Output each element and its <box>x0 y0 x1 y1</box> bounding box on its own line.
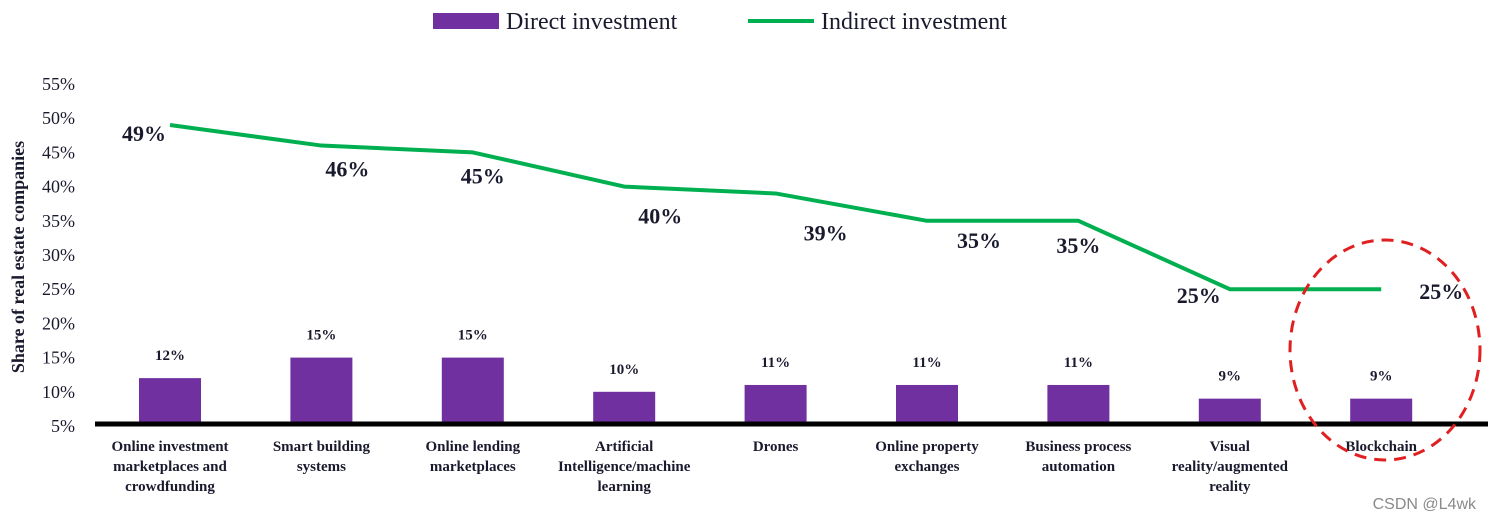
legend-swatch-direct <box>433 13 499 29</box>
line-data-label: 25% <box>1419 279 1463 304</box>
line-data-label: 35% <box>957 228 1001 253</box>
bar-data-label: 9% <box>1219 369 1242 385</box>
line-data-label: 46% <box>325 157 369 182</box>
line-data-label: 35% <box>1056 233 1100 258</box>
y-axis-title: Share of real estate companies <box>8 141 28 373</box>
category-labels: Online investment marketplaces and crowdfu… <box>111 439 1417 495</box>
bar <box>1350 398 1413 426</box>
bar <box>290 357 353 426</box>
legend-label-indirect: Indirect investment <box>821 9 1007 35</box>
y-tick-label: 30% <box>42 245 75 265</box>
indirect-investment-line <box>169 123 1382 292</box>
x-category-label: Online investment marketplaces and crowdfu… <box>111 439 228 495</box>
x-category-label: Online lending marketplaces <box>425 439 520 475</box>
bar <box>896 384 958 426</box>
line-data-label: 25% <box>1177 283 1221 308</box>
y-tick-label: 50% <box>42 108 75 128</box>
x-category-label: Artificial Intelligence/machine learning <box>558 439 691 495</box>
bar <box>1198 398 1261 426</box>
bar-data-label: 15% <box>306 328 336 344</box>
line-labels: 49% 46% 45% 40% 39% 35% 35% 25% 25% <box>122 121 1463 308</box>
bar-data-label: 10% <box>609 362 639 378</box>
legend: Direct investment Indirect investment <box>433 9 1007 35</box>
bar-data-label: 9% <box>1370 369 1393 385</box>
bar <box>441 357 504 426</box>
y-tick-label: 15% <box>42 348 75 368</box>
bar-data-label: 12% <box>155 348 185 364</box>
y-tick-label: 10% <box>42 382 75 402</box>
bar-data-label: 15% <box>458 328 488 344</box>
x-category-label: Online property exchanges <box>875 439 979 475</box>
bar-labels: 12% 15% 15% 10% 11% 11% 11% 9% 9% <box>155 328 1392 385</box>
y-tick-label: 35% <box>42 211 75 231</box>
y-tick-label: 55% <box>42 74 75 94</box>
line-data-label: 40% <box>638 204 682 229</box>
line-data-label: 39% <box>804 220 848 245</box>
bar <box>1047 384 1110 426</box>
y-tick-label: 20% <box>42 313 75 333</box>
bar <box>593 391 656 426</box>
blockchain-highlight-ellipse <box>1288 238 1482 462</box>
x-category-label: Blockchain <box>1345 439 1417 455</box>
x-category-label: Drones <box>753 439 799 455</box>
y-tick-label: 5% <box>51 416 75 436</box>
bar <box>139 378 201 426</box>
legend-label-direct: Direct investment <box>506 9 678 35</box>
y-tick-label: 25% <box>42 279 75 299</box>
line-data-label: 45% <box>461 163 505 188</box>
x-category-label: Smart building systems <box>273 439 371 475</box>
bar <box>744 384 807 426</box>
x-category-label: Visual reality/augmented reality <box>1172 439 1289 495</box>
y-tick-label: 40% <box>42 177 75 197</box>
bars <box>139 357 1413 426</box>
watermark: CSDN @L4wk <box>1372 496 1476 513</box>
bar-data-label: 11% <box>912 355 941 371</box>
y-axis-ticks: 5% 10% 15% 20% 25% 30% 35% 40% 45% 50% 55% <box>42 74 75 436</box>
x-category-label: Business process automation <box>1025 439 1131 475</box>
bar-data-label: 11% <box>1064 355 1093 371</box>
y-tick-label: 45% <box>42 142 75 162</box>
bar-data-label: 11% <box>761 355 790 371</box>
line-data-label: 49% <box>122 121 166 146</box>
